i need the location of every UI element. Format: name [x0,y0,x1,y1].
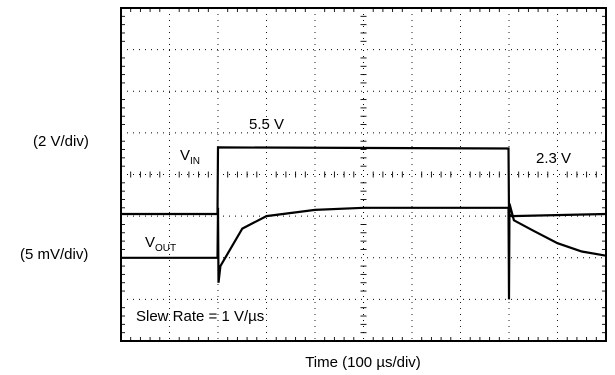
slew-rate-annotation: Slew Rate = 1 V/µs [136,308,264,325]
vin-high-level-label: 5.5 V [249,116,284,133]
x-axis-label: Time (100 µs/div) [305,354,421,371]
vin-name-label: VIN [180,147,200,167]
vout-scale-label: (5 mV/div) [20,246,88,263]
vout-name-label: VOUT [145,234,176,254]
plot-frame [120,7,607,342]
vin-trace [121,146,607,218]
vout-trace [121,203,607,300]
vin-low-level-label: 2.3 V [536,150,571,167]
vin-scale-label: (2 V/div) [33,133,89,150]
grid [121,8,606,341]
